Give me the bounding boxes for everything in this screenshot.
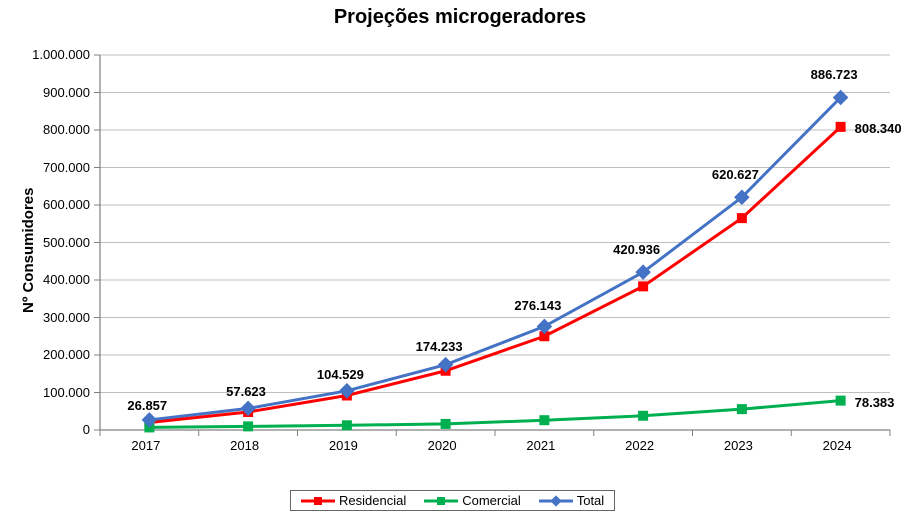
data-label: 276.143: [514, 298, 561, 313]
x-tick-label: 2022: [625, 438, 654, 453]
data-label: 26.857: [127, 398, 167, 413]
y-tick-label: 700.000: [43, 160, 90, 175]
y-tick-label: 0: [83, 422, 90, 437]
y-tick-label: 800.000: [43, 122, 90, 137]
data-label: 174.233: [416, 339, 463, 354]
y-tick-label: 1.000.000: [32, 47, 90, 62]
data-label: 420.936: [613, 242, 660, 257]
legend-item: Comercial: [424, 493, 521, 508]
legend-label: Residencial: [339, 493, 406, 508]
y-tick-label: 900.000: [43, 85, 90, 100]
data-label: 808.340: [855, 121, 902, 136]
chart-container: Projeções microgeradores Nº Consumidores…: [0, 0, 920, 520]
x-tick-label: 2024: [823, 438, 852, 453]
data-label: 886.723: [811, 67, 858, 82]
legend-swatch: [539, 494, 573, 508]
legend-label: Comercial: [462, 493, 521, 508]
data-label: 620.627: [712, 167, 759, 182]
x-tick-label: 2021: [526, 438, 555, 453]
data-label: 78.383: [855, 395, 895, 410]
y-tick-label: 400.000: [43, 272, 90, 287]
series-line: [149, 97, 840, 419]
legend-item: Total: [539, 493, 604, 508]
legend-swatch: [424, 494, 458, 508]
y-tick-label: 500.000: [43, 235, 90, 250]
y-tick-label: 100.000: [43, 385, 90, 400]
x-tick-label: 2017: [131, 438, 160, 453]
x-tick-label: 2020: [428, 438, 457, 453]
y-tick-label: 600.000: [43, 197, 90, 212]
y-tick-label: 300.000: [43, 310, 90, 325]
x-tick-label: 2018: [230, 438, 259, 453]
x-tick-label: 2019: [329, 438, 358, 453]
x-tick-label: 2023: [724, 438, 753, 453]
legend-label: Total: [577, 493, 604, 508]
data-label: 104.529: [317, 367, 364, 382]
data-label: 57.623: [226, 384, 266, 399]
legend-item: Residencial: [301, 493, 406, 508]
chart-legend: Residencial Comercial Total: [290, 490, 615, 511]
y-tick-label: 200.000: [43, 347, 90, 362]
legend-swatch: [301, 494, 335, 508]
